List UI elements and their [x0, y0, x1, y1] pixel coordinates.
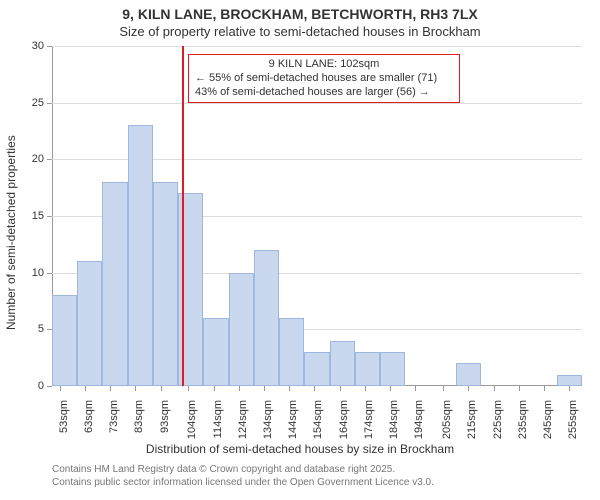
- y-tick-label: 25: [32, 97, 52, 109]
- x-tick-label: 134sqm: [262, 400, 274, 448]
- x-tick-label: 184sqm: [388, 400, 400, 448]
- x-tick-label: 215sqm: [466, 400, 478, 448]
- y-tick-label: 0: [38, 380, 52, 392]
- histogram-bar: [254, 250, 279, 386]
- property-marker-line: [182, 46, 184, 386]
- histogram-bar: [128, 125, 153, 386]
- x-tick: [494, 386, 495, 391]
- histogram-bar: [330, 341, 355, 386]
- x-tick-label: 235sqm: [517, 400, 529, 448]
- x-tick: [519, 386, 520, 391]
- histogram-bar: [203, 318, 228, 386]
- x-tick: [443, 386, 444, 391]
- histogram-bar: [102, 182, 127, 386]
- footer-attribution: Contains HM Land Registry data © Crown c…: [52, 464, 434, 489]
- x-tick-label: 124sqm: [237, 400, 249, 448]
- x-axis-label: Distribution of semi-detached houses by …: [0, 442, 600, 456]
- histogram-bar: [557, 375, 582, 386]
- x-tick-label: 225sqm: [492, 400, 504, 448]
- y-axis-label: Number of semi-detached properties: [4, 135, 18, 330]
- x-tick-label: 255sqm: [567, 400, 579, 448]
- x-tick: [188, 386, 189, 391]
- x-tick: [390, 386, 391, 391]
- x-tick: [214, 386, 215, 391]
- x-tick: [135, 386, 136, 391]
- histogram-bar: [355, 352, 380, 386]
- histogram-bar: [153, 182, 178, 386]
- x-tick: [239, 386, 240, 391]
- histogram-bar: [304, 352, 329, 386]
- y-tick-label: 15: [32, 210, 52, 222]
- x-tick: [415, 386, 416, 391]
- histogram-bar: [456, 363, 481, 386]
- x-tick-label: 73sqm: [108, 400, 120, 448]
- x-tick-label: 245sqm: [542, 400, 554, 448]
- x-tick: [110, 386, 111, 391]
- x-tick: [544, 386, 545, 391]
- x-tick: [365, 386, 366, 391]
- histogram-bar: [380, 352, 405, 386]
- x-tick-label: 104sqm: [186, 400, 198, 448]
- annotation-line: 9 KILN LANE: 102sqm: [195, 58, 453, 72]
- footer-line-2: Contains public sector information licen…: [52, 477, 434, 490]
- x-tick-label: 63sqm: [83, 400, 95, 448]
- x-tick: [264, 386, 265, 391]
- x-tick: [314, 386, 315, 391]
- x-tick-label: 174sqm: [363, 400, 375, 448]
- x-tick-label: 194sqm: [413, 400, 425, 448]
- x-tick: [161, 386, 162, 391]
- y-tick-label: 20: [32, 153, 52, 165]
- x-tick-label: 114sqm: [212, 400, 224, 448]
- chart-subtitle: Size of property relative to semi-detach…: [0, 24, 600, 39]
- annotation-line: ← 55% of semi-detached houses are smalle…: [195, 72, 453, 86]
- x-tick-label: 93sqm: [159, 400, 171, 448]
- x-tick: [340, 386, 341, 391]
- y-tick-label: 10: [32, 267, 52, 279]
- chart-title: 9, KILN LANE, BROCKHAM, BETCHWORTH, RH3 …: [0, 6, 600, 22]
- y-tick-label: 30: [32, 40, 52, 52]
- x-tick-label: 205sqm: [441, 400, 453, 448]
- x-tick: [468, 386, 469, 391]
- x-tick-label: 154sqm: [312, 400, 324, 448]
- gridline: [52, 46, 582, 47]
- x-tick-label: 144sqm: [287, 400, 299, 448]
- x-tick: [569, 386, 570, 391]
- footer-line-1: Contains HM Land Registry data © Crown c…: [52, 464, 434, 477]
- x-tick-label: 53sqm: [58, 400, 70, 448]
- histogram-bar: [279, 318, 304, 386]
- annotation-line: 43% of semi-detached houses are larger (…: [195, 86, 453, 100]
- histogram-bar: [77, 261, 102, 386]
- x-tick: [85, 386, 86, 391]
- x-tick-label: 164sqm: [338, 400, 350, 448]
- y-tick-label: 5: [38, 323, 52, 335]
- histogram-bar: [229, 273, 254, 386]
- annotation-box: 9 KILN LANE: 102sqm← 55% of semi-detache…: [188, 54, 460, 103]
- x-tick-label: 83sqm: [133, 400, 145, 448]
- x-tick: [60, 386, 61, 391]
- chart-container: { "chart": { "type": "histogram", "title…: [0, 0, 600, 500]
- histogram-bar: [52, 295, 77, 386]
- x-tick: [289, 386, 290, 391]
- plot-area: 05101520253053sqm63sqm73sqm83sqm93sqm104…: [52, 46, 582, 386]
